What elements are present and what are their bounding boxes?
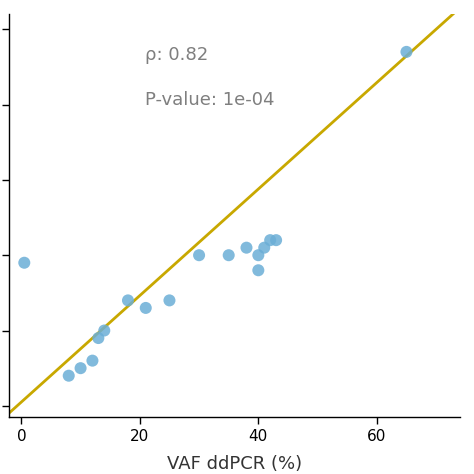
Point (266, 237, 274, 244)
Point (255, 251, 262, 259)
Point (100, 327, 108, 334)
Point (243, 244, 250, 252)
Point (195, 251, 203, 259)
Point (124, 297, 132, 304)
Point (94, 334, 102, 342)
Point (165, 297, 173, 304)
Text: P-value: 1e-04: P-value: 1e-04 (145, 91, 274, 109)
Point (89, 357, 96, 365)
Point (402, 48, 410, 55)
Point (20, 259, 28, 266)
X-axis label: VAF ddPCR (%): VAF ddPCR (%) (167, 455, 302, 473)
Point (142, 304, 149, 312)
Text: ρ: 0.82: ρ: 0.82 (145, 46, 208, 64)
Point (225, 251, 232, 259)
Point (260, 244, 268, 252)
Point (65, 372, 73, 380)
Point (77, 365, 84, 372)
Point (255, 266, 262, 274)
Point (272, 237, 280, 244)
